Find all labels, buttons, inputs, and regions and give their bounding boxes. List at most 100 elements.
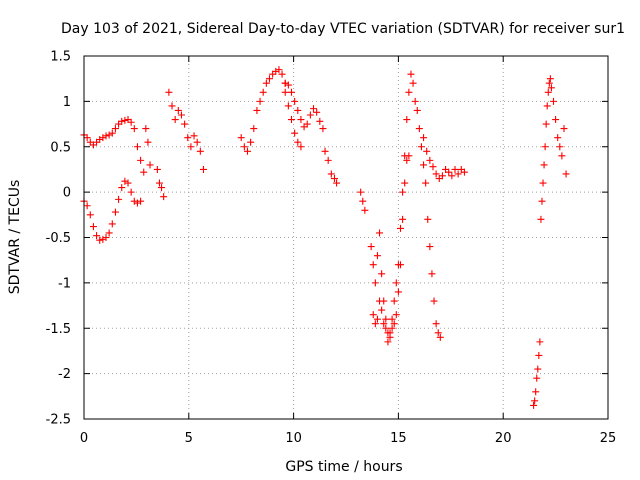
data-point [460,168,468,176]
data-point [411,97,419,105]
data-point [380,320,388,328]
data-point [405,152,413,160]
data-point [533,374,541,382]
data-point [428,270,436,278]
data-point [153,165,161,173]
data-point [127,118,135,126]
data-point [556,143,564,151]
data-point [111,125,119,133]
data-point [436,333,444,341]
data-point [165,88,173,96]
data-point [430,297,438,305]
data-point [281,79,289,87]
data-point [108,220,116,228]
data-point [552,116,560,124]
series-sur1-arc-10 [357,188,369,214]
data-point [401,179,409,187]
data-point [288,88,296,96]
data-point [288,116,296,124]
data-point [359,197,367,205]
data-point [256,97,264,105]
data-point [313,108,321,116]
data-point [319,125,327,133]
data-point [303,120,311,128]
data-point [115,195,123,203]
data-point [83,134,91,142]
data-point [118,117,126,125]
data-point [333,179,341,187]
data-point [105,229,113,237]
data-point [250,125,258,133]
data-point [396,224,404,232]
data-point [544,88,552,96]
data-point [376,229,384,237]
data-point [420,134,428,142]
data-point [171,116,179,124]
data-point [423,147,431,155]
grid [84,56,608,419]
data-point [284,81,292,89]
y-tick-label: -1.5 [46,322,71,337]
data-point [545,79,553,87]
data-point [429,163,437,171]
data-point [420,161,428,169]
data-point [291,129,299,137]
data-point [310,105,318,113]
y-tick-label: 0 [63,186,71,201]
data-point [426,243,434,251]
data-point [247,138,255,146]
data-point [394,288,402,296]
data-point [190,132,198,140]
data-point [534,365,542,373]
data-point [373,315,381,323]
data-point [373,252,381,260]
data-point [133,143,141,151]
data-point [530,401,538,409]
data-point [371,279,379,287]
data-point [262,79,270,87]
series-sur1-arc-4 [153,165,168,201]
data-point [265,75,273,83]
data-point [142,125,150,133]
data-point [382,315,390,323]
data-point [177,111,185,119]
data-point [399,188,407,196]
data-point [361,206,369,214]
data-point [543,102,551,110]
y-tick-label: 1.5 [50,50,71,65]
data-point [193,138,201,146]
data-point [451,165,459,173]
x-axis-label: GPS time / hours [285,459,402,475]
y-tick-label: -1 [58,276,71,291]
data-point [413,106,421,114]
data-point [102,132,110,140]
data-point [168,102,176,110]
series-sur1-arc-9 [321,147,341,187]
series-sur1-arc-1 [80,116,148,176]
plot-frame [83,55,609,420]
data-point [330,175,338,183]
data-point [403,116,411,124]
data-point [240,143,248,151]
data-point [327,170,335,178]
x-tick-label: 25 [600,431,617,446]
data-point [237,134,245,142]
series-sur1-arc-8 [281,79,327,133]
data-point [438,172,446,180]
data-point [386,329,394,337]
data-point [388,315,396,323]
series-sur1-arc-14 [530,338,544,409]
data-point [144,138,152,146]
data-point [297,143,305,151]
data-point [133,199,141,207]
y-tick-label: -2.5 [46,413,71,428]
data-point [384,338,392,346]
data-point [448,172,456,180]
series-sur1-arc-12 [369,152,413,346]
chart-title: Day 103 of 2021, Sidereal Day-to-day VTE… [61,21,625,37]
data-point [542,120,550,128]
data-point [371,320,379,328]
data-point [369,261,377,269]
data-point [137,156,145,164]
